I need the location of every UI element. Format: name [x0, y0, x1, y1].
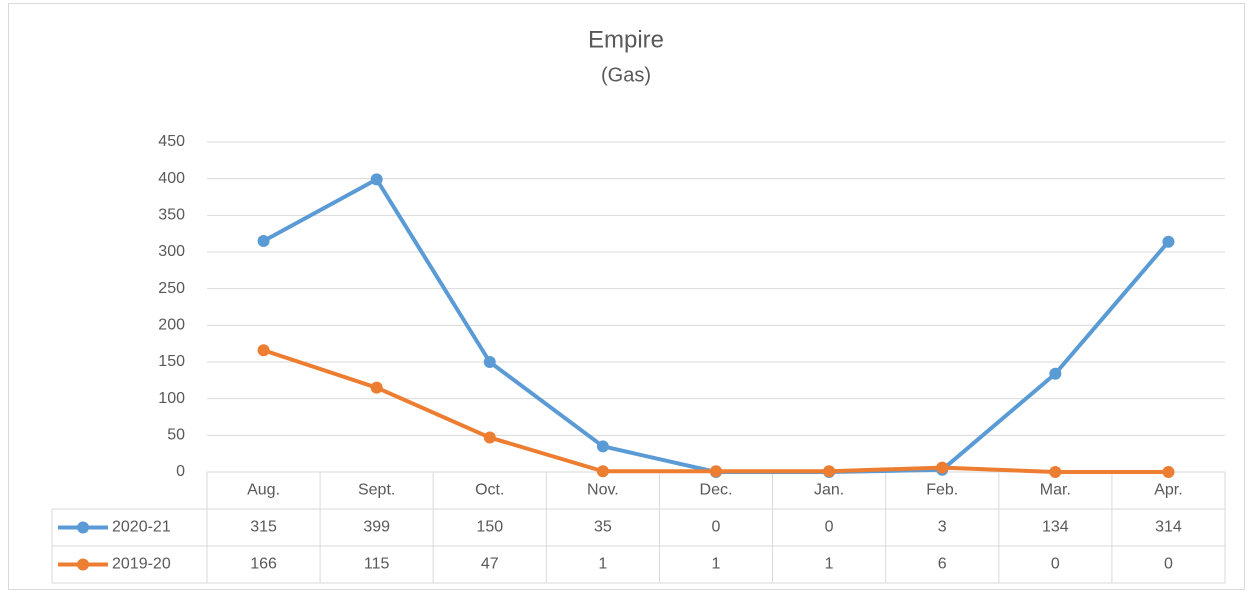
point	[1162, 466, 1175, 478]
x-tick-label: Feb.	[926, 482, 958, 499]
table-value: 166	[250, 556, 277, 573]
point	[823, 465, 836, 478]
table-value: 0	[825, 519, 834, 536]
y-tick-label: 100	[158, 390, 185, 407]
table-value: 35	[594, 519, 612, 536]
point	[1049, 367, 1062, 380]
table-value: 314	[1155, 519, 1182, 536]
point	[257, 235, 270, 247]
y-tick-label: 50	[167, 427, 185, 444]
x-tick-label: Sept.	[358, 482, 395, 499]
chart-title: Empire	[588, 26, 664, 53]
point	[370, 173, 383, 186]
table-value: 0	[712, 519, 721, 536]
y-tick-label: 350	[158, 207, 185, 224]
point	[596, 465, 609, 478]
y-tick-label: 200	[158, 317, 185, 334]
table-value: 0	[1051, 556, 1060, 573]
y-tick-label: 400	[158, 170, 185, 187]
point	[370, 381, 383, 394]
table-value: 6	[938, 556, 947, 573]
table-value: 115	[364, 556, 390, 573]
x-tick-label: Nov.	[587, 482, 619, 499]
point	[1162, 235, 1175, 248]
legend-label: 2020-21	[112, 519, 171, 536]
y-tick-label: 250	[158, 280, 185, 297]
table-value: 150	[476, 519, 503, 536]
legend-key-marker	[77, 558, 89, 571]
x-tick-label: Dec.	[700, 482, 733, 499]
table-value: 0	[1164, 556, 1173, 573]
point	[483, 431, 496, 444]
legend-key-marker	[77, 521, 89, 534]
chart-subtitle: (Gas)	[601, 64, 651, 86]
y-tick-label: 300	[158, 243, 185, 260]
x-tick-label: Jan.	[814, 482, 844, 499]
table-value: 399	[363, 519, 390, 536]
point	[1049, 466, 1062, 478]
y-tick-label: 0	[176, 463, 185, 480]
y-tick-label: 150	[158, 353, 185, 370]
legend-label: 2019-20	[112, 556, 171, 573]
y-tick-label: 450	[158, 133, 185, 150]
table-value: 47	[481, 556, 499, 573]
table-value: 1	[712, 556, 721, 573]
chart-border	[8, 3, 1245, 590]
point	[596, 440, 609, 453]
point	[710, 465, 722, 478]
table-value: 315	[250, 519, 277, 536]
x-tick-label: Oct.	[475, 482, 504, 499]
x-tick-label: Apr.	[1154, 482, 1182, 499]
table-value: 3	[938, 519, 947, 536]
table-value: 1	[598, 556, 607, 573]
point	[257, 344, 270, 357]
table-value: 1	[825, 556, 834, 573]
x-tick-label: Aug.	[247, 482, 280, 499]
table-value: 134	[1042, 519, 1069, 536]
point	[483, 356, 496, 368]
point	[936, 461, 949, 474]
x-tick-label: Mar.	[1040, 482, 1071, 499]
